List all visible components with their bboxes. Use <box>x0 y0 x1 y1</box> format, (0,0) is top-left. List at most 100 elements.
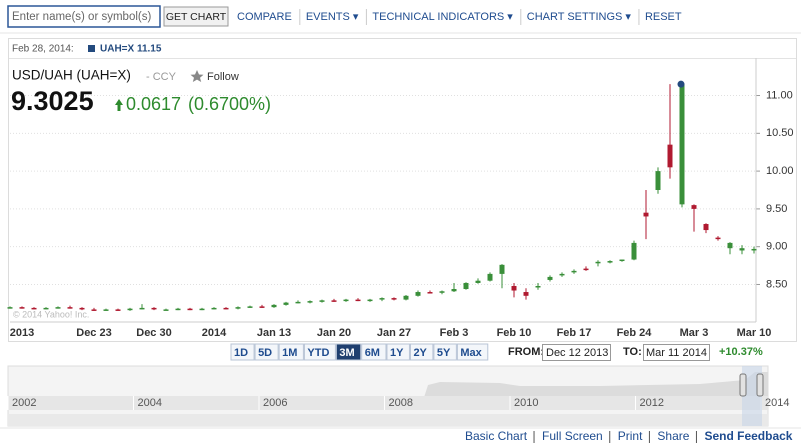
navigator-scrollbar[interactable] <box>8 414 768 426</box>
navigator-year-band <box>8 396 768 410</box>
candle-body <box>679 84 685 205</box>
candle-body <box>391 298 397 300</box>
footer-link[interactable]: Basic Chart <box>465 429 528 443</box>
x-tick-label: Feb 3 <box>440 327 469 339</box>
footer-link[interactable]: Print <box>618 429 643 443</box>
toolbar-link[interactable]: TECHNICAL INDICATORS ▾ <box>372 11 513 23</box>
y-tick-label: 10.00 <box>766 165 794 177</box>
candle-body <box>367 299 373 302</box>
range-button[interactable] <box>361 343 387 361</box>
candle-body <box>67 307 73 309</box>
navigator-handle-right[interactable] <box>756 373 764 397</box>
toolbar-link[interactable]: EVENTS ▾ <box>306 11 359 23</box>
toolbar-link[interactable]: RESET <box>645 11 682 23</box>
candle-body <box>535 285 541 288</box>
x-tick-label: Feb 24 <box>617 327 653 339</box>
get-chart-label: GET CHART <box>166 11 227 23</box>
get-chart-button[interactable] <box>163 6 229 27</box>
follow-label[interactable]: Follow <box>207 71 239 83</box>
range-button[interactable] <box>433 343 457 361</box>
range-button[interactable] <box>278 343 304 361</box>
candle-body <box>427 292 433 294</box>
candle-body <box>547 276 553 280</box>
range-button-label: Max <box>460 347 482 359</box>
range-button[interactable] <box>386 343 410 361</box>
candle-body <box>19 307 25 309</box>
candle-body <box>715 237 721 240</box>
candle-body <box>295 301 301 304</box>
toolbar-link[interactable]: CHART SETTINGS ▾ <box>527 11 632 23</box>
to-value: Mar 11 2014 <box>646 347 707 359</box>
plot: 8.50 9.00 9.50 10.00 10.50 11.00 2013 Dec 23 Dec… <box>7 58 794 339</box>
candle-body <box>31 307 37 310</box>
range-button[interactable] <box>303 343 336 361</box>
range-button-label: 5Y <box>437 347 451 359</box>
footer-link[interactable]: Send Feedback <box>704 429 792 443</box>
candle-body <box>739 248 745 251</box>
candle-body <box>571 270 577 273</box>
candle-body <box>127 308 133 311</box>
range-button-label: 1M <box>282 347 297 359</box>
candle-body <box>115 309 121 311</box>
range-button[interactable] <box>456 343 489 361</box>
navigator-year: 2002 <box>12 397 36 409</box>
candle-body <box>691 205 697 209</box>
candle-body <box>751 248 757 251</box>
candle-body <box>247 306 253 308</box>
navigator-year: 2006 <box>263 397 287 409</box>
y-tick-label: 9.50 <box>766 203 787 215</box>
navigator-year: 2014 <box>765 397 789 409</box>
candle-body <box>355 299 361 302</box>
candle-body <box>319 300 325 302</box>
hover-swatch <box>88 45 95 52</box>
navigator-handle-left[interactable] <box>739 373 747 397</box>
navigator-year: 2010 <box>514 397 538 409</box>
candle-body <box>211 307 217 310</box>
candle-body <box>403 295 409 300</box>
candle-body <box>331 300 337 302</box>
candle-body <box>655 171 661 190</box>
x-tick-label: 2013 <box>10 327 34 339</box>
to-label: TO: <box>623 346 642 358</box>
range-button-label: 2Y <box>413 347 427 359</box>
candle-body <box>223 307 229 310</box>
y-tick-label: 8.50 <box>766 278 787 290</box>
navigator-year: 2008 <box>389 397 413 409</box>
candle-body <box>139 307 145 310</box>
quote-change: 0.0617 <box>126 94 181 114</box>
range-button[interactable] <box>409 343 434 361</box>
candle-body <box>451 289 457 292</box>
footer-link[interactable]: Full Screen <box>542 429 603 443</box>
candle-body <box>667 144 673 168</box>
candle-body <box>463 282 469 290</box>
quote-exchange: - CCY <box>146 71 177 83</box>
candle-body <box>175 308 181 311</box>
to-input[interactable] <box>643 344 710 361</box>
range-button-label: 1Y <box>390 347 404 359</box>
follow-star[interactable] <box>190 70 204 82</box>
candle-body <box>343 299 349 302</box>
candle-body <box>607 261 613 263</box>
toolbar-link[interactable]: COMPARE <box>237 11 292 23</box>
search-input[interactable] <box>7 5 161 28</box>
period-change: +10.37% <box>719 346 763 358</box>
y-tick-label: 11.00 <box>766 89 793 101</box>
range-button[interactable] <box>230 343 255 361</box>
quote-price: 9.3025 <box>11 86 94 116</box>
range-button-label: YTD <box>307 347 329 359</box>
candle-body <box>43 307 49 310</box>
footer-link[interactable]: Share <box>657 429 689 443</box>
range-button[interactable] <box>335 343 362 361</box>
from-input[interactable] <box>542 344 611 361</box>
range-button[interactable] <box>254 343 279 361</box>
candle-body <box>55 307 61 309</box>
navigator-years: 2002 2004 2006 2008 2010 2012 2014 <box>7 396 789 410</box>
x-tick-label: Feb 10 <box>497 327 532 339</box>
candle-body <box>559 273 565 276</box>
candle-body <box>523 292 529 296</box>
candle-body <box>631 242 637 260</box>
candle-body <box>283 302 289 305</box>
quote-change-percent: (0.6700%) <box>188 94 271 114</box>
range-button-label: 1D <box>234 347 248 359</box>
